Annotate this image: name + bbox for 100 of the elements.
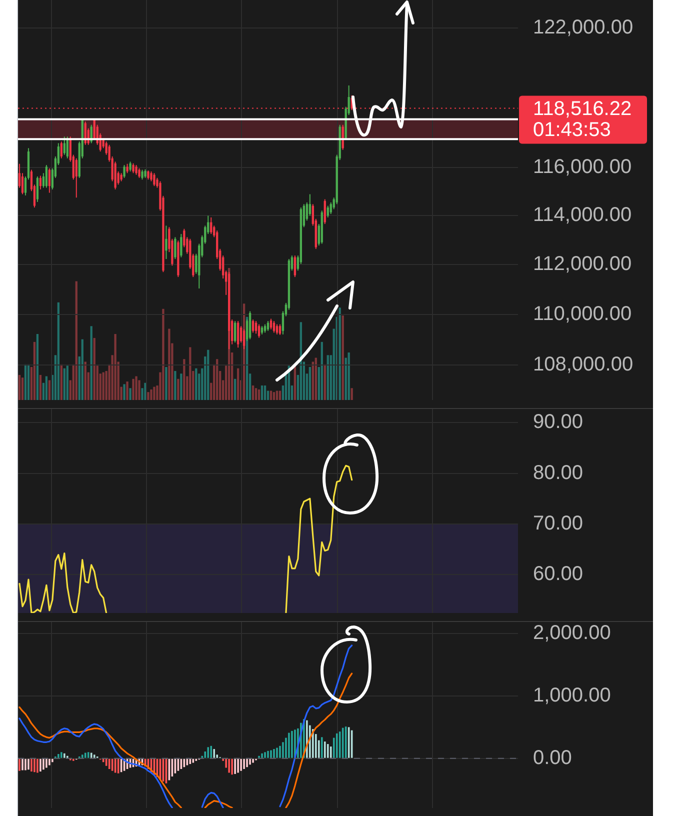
candlestick <box>48 168 51 194</box>
candlestick <box>147 170 150 180</box>
candlestick <box>129 161 132 172</box>
y-tick-label: 116,000.00 <box>533 156 632 178</box>
candlestick <box>150 170 152 182</box>
bar <box>326 355 329 400</box>
bar <box>270 390 272 400</box>
bar <box>350 388 353 400</box>
y-tick-label: 110,000.00 <box>533 303 632 325</box>
bar <box>144 382 146 400</box>
candlestick <box>266 320 270 332</box>
text: 01:43:53 <box>533 118 611 141</box>
candlestick <box>234 320 236 344</box>
candlestick <box>242 328 246 350</box>
y-tick-label: 1,000.00 <box>533 684 611 706</box>
y-tick-label: 2,000.00 <box>533 622 611 644</box>
bar <box>75 281 78 400</box>
bar <box>338 308 341 400</box>
bar <box>183 359 186 400</box>
bar <box>264 385 266 400</box>
bar <box>126 382 128 400</box>
y-tick-label: 122,000.00 <box>533 16 634 39</box>
bar <box>324 364 326 400</box>
bar <box>114 334 116 400</box>
bar <box>260 385 264 400</box>
candlestick <box>276 324 278 335</box>
bar <box>314 358 317 400</box>
bar <box>254 388 258 400</box>
candlestick <box>165 225 168 260</box>
bar <box>294 366 296 400</box>
bar <box>93 338 96 400</box>
candlestick <box>258 324 260 338</box>
candlestick <box>180 233 182 258</box>
candlestick <box>174 236 176 260</box>
bar <box>27 364 30 400</box>
candlestick <box>324 198 326 224</box>
bar <box>102 372 104 400</box>
candlestick <box>141 169 144 180</box>
bar <box>162 308 164 400</box>
bar <box>252 385 254 400</box>
bar <box>36 334 39 400</box>
candlestick <box>135 164 138 176</box>
bar <box>320 342 323 400</box>
bar <box>195 368 198 400</box>
candlestick <box>326 205 329 218</box>
y-tick-label: 114,000.00 <box>533 204 632 226</box>
bar <box>312 362 314 400</box>
bar <box>63 368 66 400</box>
candlestick <box>126 163 128 174</box>
bar <box>123 384 126 400</box>
bar <box>45 376 48 400</box>
bar <box>236 368 240 400</box>
bar <box>189 347 192 400</box>
bar <box>342 316 344 400</box>
bar <box>135 376 138 400</box>
candlestick <box>36 176 39 202</box>
y-tick-label: 60.00 <box>533 563 584 586</box>
candlestick <box>75 158 78 198</box>
candlestick <box>254 320 258 334</box>
bar <box>24 364 27 400</box>
bar <box>258 389 260 400</box>
bar <box>278 390 282 400</box>
candlestick <box>45 164 48 188</box>
bar <box>66 366 68 400</box>
candlestick <box>123 164 126 178</box>
bar <box>129 388 132 400</box>
bar <box>174 370 176 400</box>
ref-line-label: 118,516.22 <box>533 98 632 120</box>
candlestick <box>153 172 156 187</box>
candlestick <box>63 136 66 156</box>
candlestick <box>60 141 62 159</box>
bar <box>165 367 168 400</box>
y-tick-label: 80.00 <box>533 462 584 484</box>
bar <box>276 390 278 400</box>
candlestick <box>308 194 311 216</box>
bar <box>272 392 276 400</box>
bar <box>39 374 42 400</box>
bar <box>177 378 180 400</box>
bar <box>168 328 170 400</box>
candlestick <box>236 320 240 348</box>
bar <box>60 364 62 400</box>
candlestick <box>330 202 332 215</box>
bar <box>138 380 140 400</box>
bar <box>18 374 21 400</box>
candlestick <box>252 319 254 334</box>
bar <box>84 362 86 400</box>
bar <box>81 339 84 400</box>
bar <box>33 342 36 400</box>
bar <box>207 350 210 400</box>
y-tick-label: 0.00 <box>533 746 572 769</box>
bar <box>150 389 152 400</box>
candlestick <box>270 318 272 330</box>
candlestick <box>138 168 140 178</box>
y-tick-label: 112,000.00 <box>533 253 632 276</box>
candlestick <box>39 175 42 190</box>
bar <box>147 392 150 400</box>
bar <box>153 386 156 400</box>
candlestick <box>132 162 134 174</box>
candlestick <box>210 216 212 234</box>
bar <box>216 359 218 400</box>
